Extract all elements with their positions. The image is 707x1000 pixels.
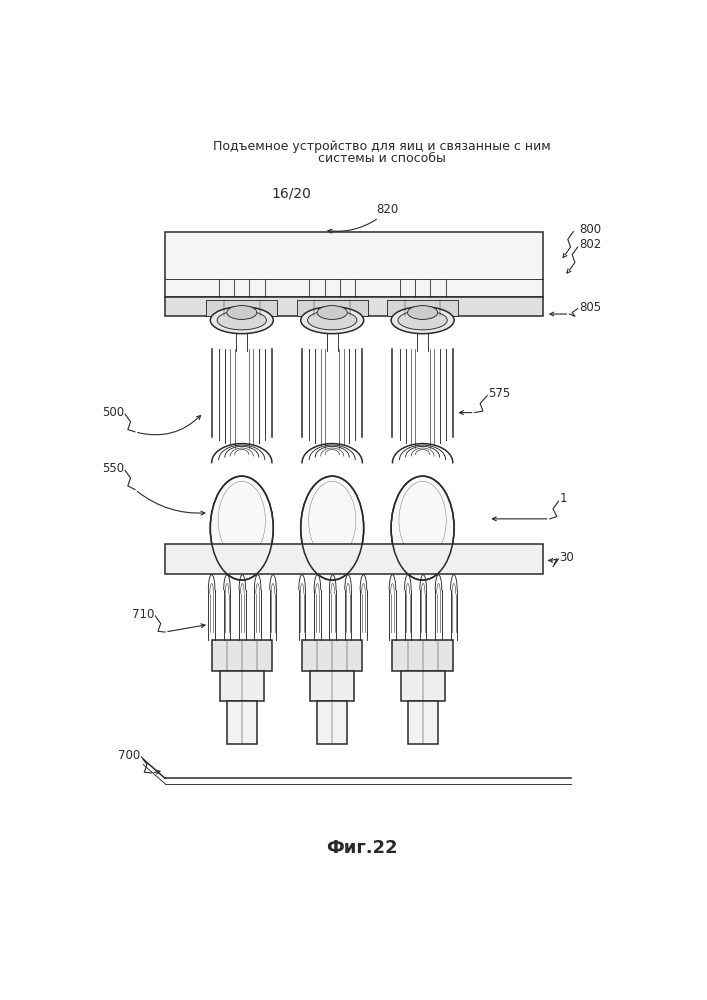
- Bar: [165, 297, 543, 316]
- Ellipse shape: [217, 311, 267, 330]
- Ellipse shape: [300, 307, 363, 334]
- Ellipse shape: [210, 307, 274, 334]
- Text: системы и способы: системы и способы: [317, 152, 445, 165]
- Text: 550: 550: [102, 462, 124, 475]
- Text: 800: 800: [579, 223, 601, 236]
- Text: 820: 820: [376, 203, 398, 216]
- Ellipse shape: [398, 311, 448, 330]
- Text: 700: 700: [118, 749, 141, 762]
- Bar: [227, 701, 257, 744]
- Bar: [401, 671, 445, 701]
- Ellipse shape: [210, 476, 274, 580]
- Ellipse shape: [391, 307, 454, 334]
- Bar: [165, 544, 543, 574]
- Ellipse shape: [391, 476, 454, 580]
- Ellipse shape: [300, 476, 363, 580]
- Bar: [206, 300, 277, 316]
- Text: 16/20: 16/20: [271, 186, 311, 200]
- Text: 575: 575: [489, 387, 510, 400]
- Text: 710: 710: [132, 608, 154, 621]
- Text: 802: 802: [579, 238, 601, 251]
- Bar: [297, 300, 368, 316]
- Bar: [317, 701, 347, 744]
- Ellipse shape: [308, 311, 357, 330]
- Ellipse shape: [317, 306, 347, 319]
- Bar: [220, 671, 264, 701]
- Bar: [387, 300, 458, 316]
- Text: 805: 805: [579, 301, 601, 314]
- Text: 30: 30: [560, 551, 574, 564]
- Bar: [407, 701, 438, 744]
- Text: 500: 500: [102, 406, 124, 419]
- Bar: [310, 671, 354, 701]
- Bar: [165, 232, 543, 297]
- Ellipse shape: [227, 306, 257, 319]
- Bar: [392, 640, 452, 671]
- Bar: [211, 640, 272, 671]
- Text: 1: 1: [560, 492, 567, 505]
- Text: Фиг.22: Фиг.22: [327, 839, 398, 857]
- Bar: [302, 640, 363, 671]
- Text: Подъемное устройство для яиц и связанные с ним: Подъемное устройство для яиц и связанные…: [213, 140, 550, 153]
- Ellipse shape: [407, 306, 438, 319]
